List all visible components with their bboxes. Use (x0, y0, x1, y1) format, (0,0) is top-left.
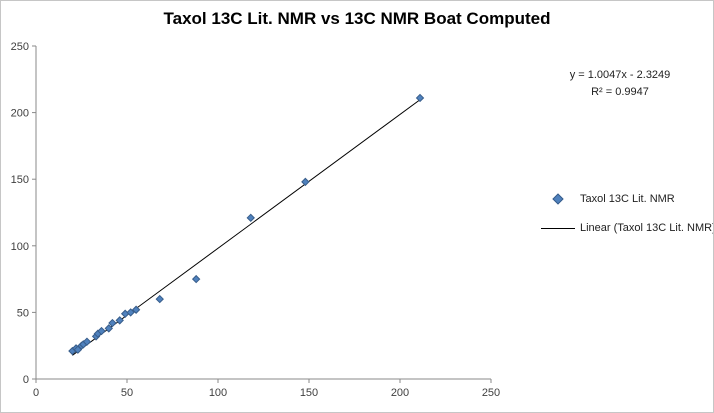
legend-swatch (541, 227, 575, 229)
r-squared-value: R² = 0.9947 (591, 86, 649, 98)
x-tick-label: 100 (209, 387, 227, 399)
data-point-marker (415, 93, 425, 103)
trendline-sample-icon (541, 227, 575, 229)
trendline-annotation: y = 1.0047x - 2.3249 R² = 0.9947 (535, 67, 705, 101)
diamond-marker-icon (552, 193, 564, 205)
data-point-marker (131, 305, 141, 314)
data-point-marker (97, 326, 106, 336)
legend-swatch (541, 193, 575, 205)
data-point-marker (155, 294, 164, 304)
data-point-marker (104, 324, 114, 333)
y-tick-label: 200 (11, 108, 29, 120)
x-tick-label: 50 (121, 387, 133, 399)
y-tick-label: 100 (11, 241, 29, 253)
y-tick-label: 0 (23, 374, 29, 386)
data-point-marker (108, 318, 117, 328)
x-tick-label: 150 (300, 387, 318, 399)
legend-label-scatter-series: Taxol 13C Lit. NMR (580, 193, 675, 205)
data-point-marker (191, 274, 201, 284)
data-point-marker (115, 316, 124, 325)
trendline-equation: y = 1.0047x - 2.3249 (569, 69, 671, 81)
x-tick-label: 0 (33, 387, 39, 399)
chart-title: Taxol 13C Lit. NMR vs 13C NMR Boat Compu… (163, 9, 551, 28)
y-tick-label: 50 (17, 307, 29, 319)
legend: Taxol 13C Lit. NMR Linear (Taxol 13C Lit… (541, 193, 714, 234)
x-tick-label: 250 (482, 387, 500, 399)
data-point-marker (301, 177, 310, 187)
x-tick-label: 200 (391, 387, 409, 399)
data-point-marker (126, 308, 135, 317)
data-point-marker (82, 337, 92, 346)
legend-item-scatter-series[interactable]: Taxol 13C Lit. NMR (541, 193, 713, 205)
y-tick-label: 250 (11, 41, 29, 53)
data-point-marker (246, 213, 255, 223)
legend-item-trendline[interactable]: Linear (Taxol 13C Lit. NMR) (541, 222, 714, 234)
y-tick-label: 150 (11, 174, 29, 186)
legend-label-trendline: Linear (Taxol 13C Lit. NMR) (580, 222, 714, 234)
